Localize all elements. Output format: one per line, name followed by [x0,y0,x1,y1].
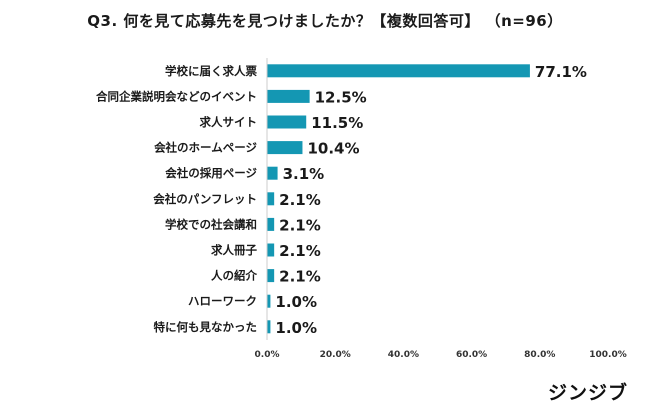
bar [267,64,530,78]
value-label: 2.1% [279,242,321,260]
value-label: 2.1% [279,191,321,209]
category-label: 会社のホームページ [153,141,257,155]
category-label: 特に何も見なかった [154,320,258,334]
x-axis-ticks: 0.0% 20.0% 40.0% 60.0% 80.0% 100.0% [255,350,627,360]
category-label: 学校に届く求人票 [165,64,257,78]
value-labels: 77.1% 12.5% 11.5% 10.4% 3.1% 2.1% 2.1% 2.1% 2.1%… [275,63,587,337]
bar [267,269,275,283]
category-label: 会社のパンフレット [152,192,257,206]
x-tick-label: 0.0% [255,350,280,360]
bars [267,64,530,334]
x-tick-label: 40.0% [388,350,419,360]
chart-title: Q3. 何を見て応募先を見つけましたか？【複数回答可】 （n=96） [87,12,563,30]
bar [267,89,310,103]
category-label: 合同企業説明会などのイベント [96,89,257,103]
category-label: 求人冊子 [211,243,257,257]
category-label: 求人サイト [200,115,258,129]
bar [267,320,271,334]
bar [267,217,275,231]
value-label: 12.5% [315,88,367,106]
bar [267,192,275,206]
category-label: 人の紹介 [211,269,257,283]
category-label: 会社の採用ページ [164,166,257,180]
category-labels: 学校に届く求人票合同企業説明会などのイベント求人サイト会社のホームページ会社の採… [96,64,257,334]
value-label: 1.0% [275,319,317,337]
value-label: 2.1% [279,268,321,286]
bar [267,243,275,257]
bar [267,141,303,155]
x-tick-label: 80.0% [524,350,555,360]
value-label: 1.0% [275,293,317,311]
x-tick-label: 100.0% [589,350,627,360]
category-label: ハローワーク [188,294,257,308]
category-label: 学校での社会講和 [165,217,257,231]
x-tick-label: 20.0% [320,350,351,360]
value-label: 10.4% [307,140,359,158]
value-label: 2.1% [279,216,321,234]
x-tick-label: 60.0% [456,350,487,360]
brand-logo: ジンジブ [547,382,628,404]
bar [267,115,307,129]
value-label: 77.1% [535,63,587,81]
bar [267,166,278,180]
value-label: 11.5% [311,114,363,132]
value-label: 3.1% [283,165,325,183]
bar [267,294,271,308]
